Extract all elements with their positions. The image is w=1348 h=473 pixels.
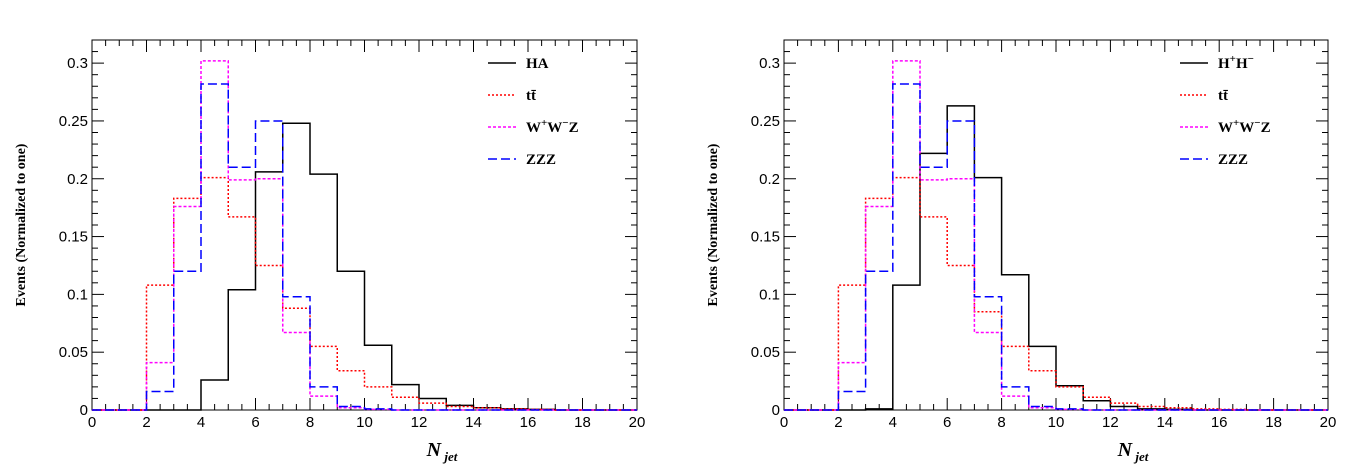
x-axis-label: N jet — [426, 439, 458, 464]
series-line-4 — [92, 83, 637, 411]
y-tick-label: 0.2 — [759, 171, 780, 188]
y-tick-label: 0.3 — [759, 55, 780, 72]
series-line-4 — [784, 83, 1328, 411]
x-tick-label: 10 — [1048, 414, 1065, 431]
x-tick-label: 18 — [1265, 414, 1282, 431]
y-tick-label: 0.2 — [67, 171, 88, 188]
y-tick-label: 0.25 — [59, 113, 88, 130]
x-tick-label: 8 — [997, 414, 1005, 431]
chart-panel-2: 0 0.05 0.1 0.15 0.2 0.25 0.3 0 2 4 6 8 10 12 14 16 18 20 N… — [706, 39, 1337, 464]
series-line-3 — [784, 60, 1328, 411]
y-tick-label: 0.15 — [59, 229, 88, 246]
x-tick-label: 8 — [306, 414, 314, 431]
y-axis-label: Events (Normalized to one) — [706, 143, 721, 306]
x-tick-label: 18 — [574, 414, 591, 431]
x-tick-label: 0 — [780, 414, 788, 431]
y-tick-label: 0.25 — [751, 113, 780, 130]
y-tick-label: 0.05 — [751, 344, 780, 361]
legend-label: H+H− — [1218, 53, 1254, 72]
y-tick-label: 0.15 — [751, 229, 780, 246]
x-tick-label: 10 — [356, 414, 373, 431]
chart-panel-1: 0 0.05 0.1 0.15 0.2 0.25 0.3 0 2 4 6 8 10 12 14 16 18 20 N… — [14, 39, 646, 464]
x-tick-label: 4 — [197, 414, 205, 431]
legend-label: tt̄ — [526, 88, 537, 104]
x-tick-label: 20 — [1320, 414, 1337, 431]
legend-label: tt̄ — [1218, 88, 1229, 104]
y-tick-label: 0 — [80, 402, 88, 419]
y-tick-label: 0 — [772, 402, 780, 419]
x-tick-label: 4 — [889, 414, 897, 431]
x-tick-label: 16 — [1211, 414, 1228, 431]
x-tick-label: 16 — [520, 414, 537, 431]
y-tick-label: 0.05 — [59, 344, 88, 361]
y-tick-label: 0.3 — [67, 55, 88, 72]
y-tick-label: 0.1 — [67, 286, 88, 303]
x-tick-label: 12 — [411, 414, 428, 431]
legend-label: W+W−Z — [526, 117, 579, 136]
x-axis-label: N jet — [1117, 439, 1149, 464]
legend-label: ZZZ — [526, 152, 556, 168]
legend-label: HA — [526, 56, 549, 72]
x-tick-label: 6 — [251, 414, 259, 431]
x-tick-label: 20 — [629, 414, 646, 431]
y-axis-label: Events (Normalized to one) — [14, 143, 29, 306]
x-tick-label: 14 — [465, 414, 482, 431]
y-tick-label: 0.1 — [759, 286, 780, 303]
x-tick-label: 2 — [834, 414, 842, 431]
x-tick-label: 14 — [1156, 414, 1173, 431]
x-tick-label: 0 — [88, 414, 96, 431]
series-line-3 — [92, 60, 637, 411]
x-tick-label: 2 — [142, 414, 150, 431]
legend-label: W+W−Z — [1218, 117, 1271, 136]
x-tick-label: 12 — [1102, 414, 1119, 431]
x-tick-label: 6 — [943, 414, 951, 431]
legend-label: ZZZ — [1218, 152, 1248, 168]
